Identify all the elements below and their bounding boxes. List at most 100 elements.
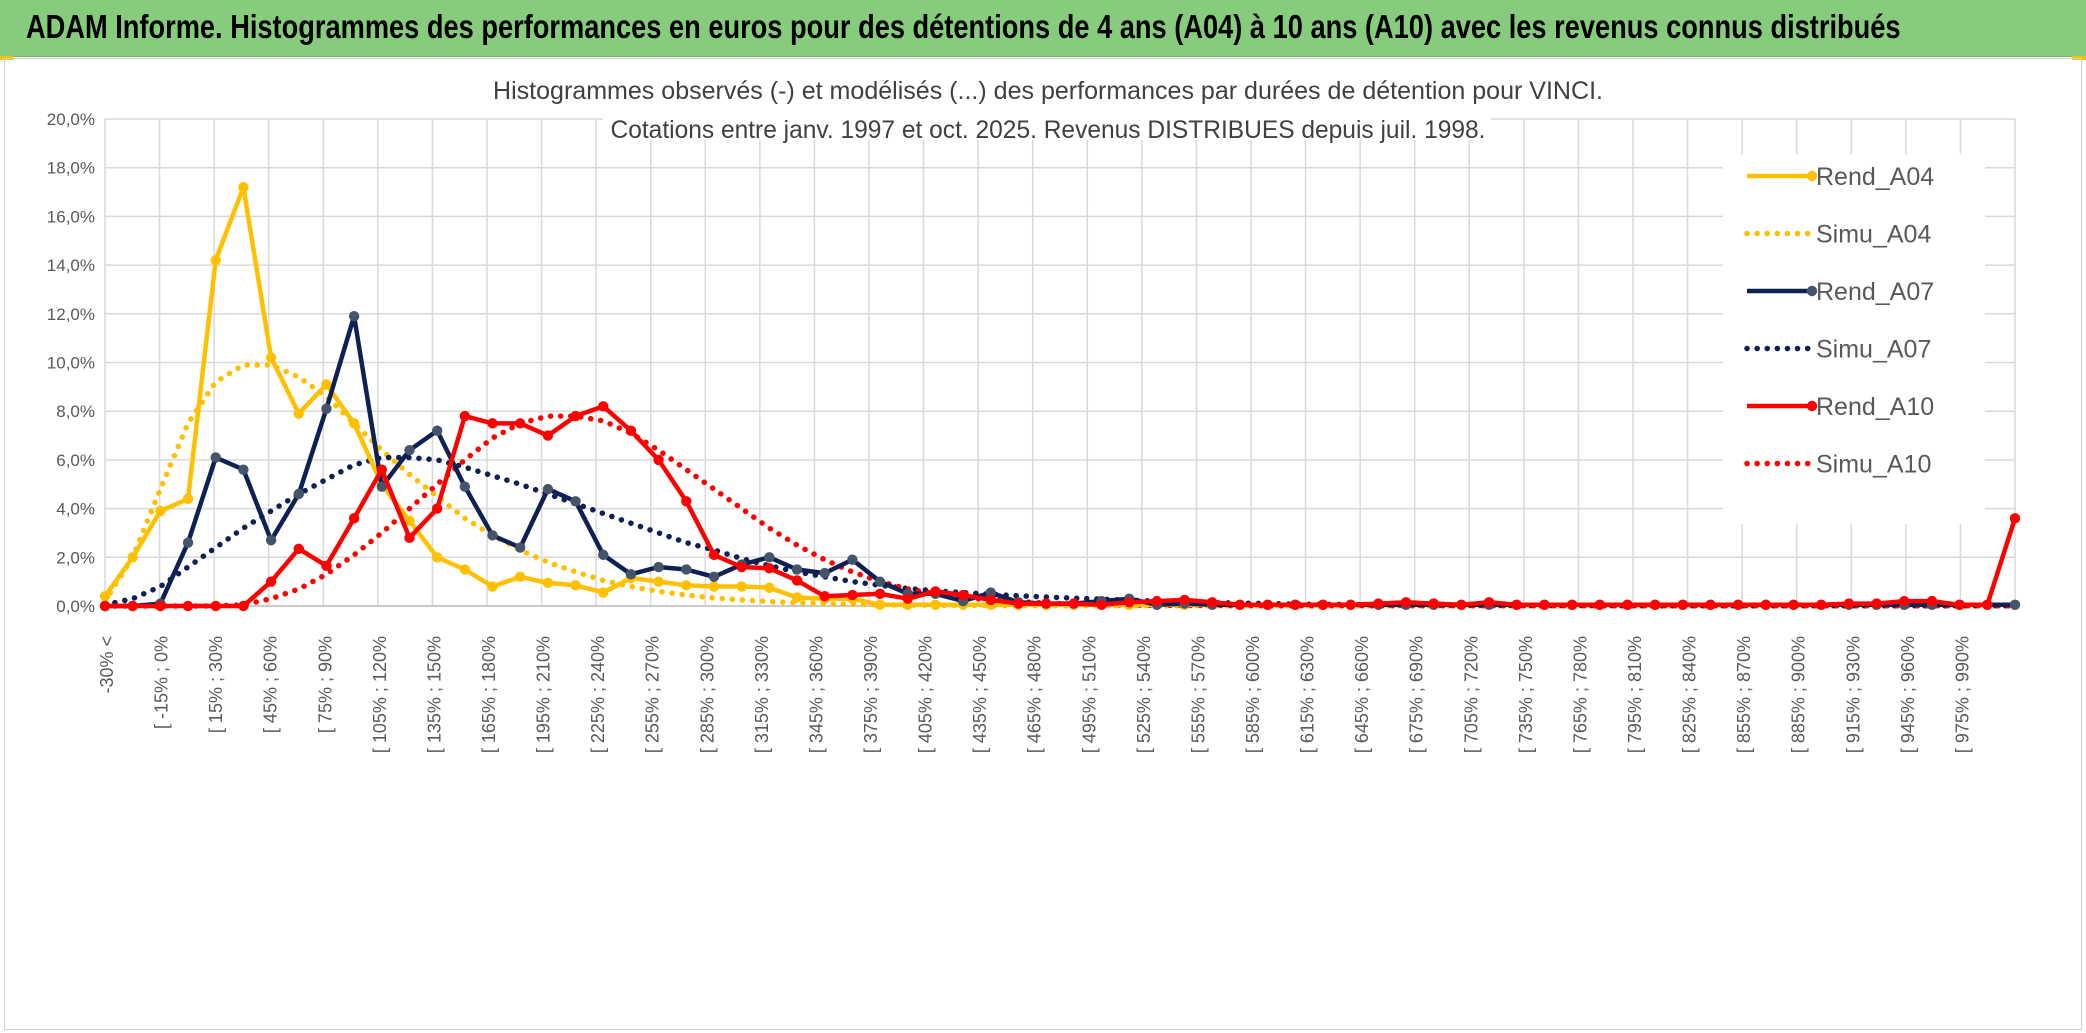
x-tick-label: [ 585% ; 600% bbox=[1243, 636, 1263, 753]
title-background bbox=[483, 79, 1613, 101]
x-tick-label: [ 945% ; 960% bbox=[1898, 636, 1918, 753]
data-point bbox=[431, 552, 443, 563]
data-point bbox=[819, 591, 830, 602]
data-point bbox=[210, 600, 221, 612]
chart-subtitle: Cotations entre janv. 1997 et oct. 2025.… bbox=[611, 116, 1486, 144]
data-point bbox=[1649, 599, 1661, 610]
data-point bbox=[1954, 599, 1965, 610]
data-point bbox=[791, 575, 803, 586]
y-tick-label: 4,0% bbox=[56, 500, 95, 519]
data-point bbox=[1511, 599, 1522, 610]
legend-marker bbox=[1806, 400, 1818, 412]
data-point bbox=[1732, 599, 1744, 610]
axes: 0,0% 2,0% 4,0% 6,0% 8,0% 10,0% 12,0% 14,0% 16,0%… bbox=[47, 110, 1973, 753]
data-point bbox=[321, 560, 332, 572]
data-point bbox=[653, 561, 664, 573]
data-point bbox=[487, 530, 498, 541]
data-point bbox=[791, 592, 803, 603]
data-point bbox=[985, 594, 996, 606]
data-point bbox=[874, 576, 886, 587]
data-point bbox=[764, 582, 775, 593]
data-point bbox=[487, 418, 498, 429]
x-tick-label: [ 195% ; 210% bbox=[534, 636, 554, 753]
data-point bbox=[930, 599, 941, 610]
data-point bbox=[625, 425, 637, 436]
data-point bbox=[99, 591, 111, 602]
data-point bbox=[238, 181, 249, 193]
data-point bbox=[1428, 598, 1439, 609]
y-tick-label: 10,0% bbox=[47, 354, 95, 373]
data-point bbox=[348, 311, 360, 322]
data-point bbox=[653, 576, 664, 587]
data-point bbox=[1400, 597, 1412, 608]
legend-label: Simu_A07 bbox=[1816, 336, 1931, 364]
data-point bbox=[321, 403, 332, 414]
x-tick-label: [ 855% ; 870% bbox=[1734, 636, 1754, 753]
data-point bbox=[265, 535, 277, 546]
series-line-simu-a04 bbox=[102, 362, 2018, 609]
data-point bbox=[1207, 597, 1218, 608]
data-point bbox=[681, 496, 692, 507]
data-point bbox=[1373, 598, 1384, 609]
legend-label: Rend_A10 bbox=[1816, 393, 1934, 421]
data-point bbox=[736, 561, 747, 573]
data-point bbox=[1899, 595, 1910, 607]
data-point bbox=[764, 552, 775, 563]
data-point bbox=[708, 581, 720, 592]
data-point bbox=[1151, 595, 1163, 607]
data-point bbox=[791, 564, 803, 575]
data-point bbox=[99, 600, 111, 612]
data-point bbox=[542, 483, 554, 495]
x-tick-label: [ 555% ; 570% bbox=[1188, 636, 1208, 753]
data-point bbox=[2009, 513, 2021, 524]
chart-frame: 0,0% 2,0% 4,0% 6,0% 8,0% 10,0% 12,0% 14,0% 16,0%… bbox=[4, 58, 2082, 1030]
x-tick-label: [ 75% ; 90% bbox=[315, 636, 335, 733]
data-point bbox=[238, 600, 249, 612]
data-point bbox=[404, 532, 415, 544]
data-point bbox=[930, 586, 941, 597]
data-point bbox=[1234, 599, 1246, 610]
data-point bbox=[210, 255, 221, 266]
series-lines bbox=[99, 181, 2021, 612]
data-point bbox=[321, 379, 332, 390]
data-point bbox=[515, 542, 526, 553]
series-line-rend-a10 bbox=[105, 404, 2018, 609]
data-point bbox=[155, 505, 166, 517]
data-point bbox=[708, 549, 720, 561]
legend-marker bbox=[1806, 170, 1818, 182]
x-tick-label: [ 975% ; 990% bbox=[1952, 636, 1972, 753]
x-tick-label: [ 285% ; 300% bbox=[697, 636, 717, 753]
y-tick-label: 6,0% bbox=[56, 451, 95, 470]
data-point bbox=[902, 593, 913, 604]
data-point bbox=[764, 563, 775, 574]
data-point bbox=[598, 401, 609, 412]
y-tick-label: 8,0% bbox=[56, 402, 95, 421]
data-point bbox=[1566, 599, 1578, 610]
x-tick-label: [ 345% ; 360% bbox=[806, 636, 826, 753]
data-point bbox=[127, 600, 138, 612]
x-tick-label: [ 315% ; 330% bbox=[752, 636, 772, 753]
x-tick-label: [ 885% ; 900% bbox=[1789, 636, 1809, 753]
data-point bbox=[348, 418, 360, 429]
legend-label: Simu_A10 bbox=[1816, 451, 1931, 479]
data-point bbox=[570, 410, 581, 422]
data-point bbox=[431, 425, 443, 436]
data-point bbox=[957, 589, 969, 601]
data-point bbox=[1124, 597, 1135, 608]
data-point bbox=[1788, 599, 1799, 610]
data-point bbox=[431, 503, 443, 514]
data-point bbox=[681, 580, 692, 591]
data-point bbox=[459, 410, 471, 422]
data-point bbox=[515, 571, 526, 582]
x-tick-label: [ 795% ; 810% bbox=[1625, 636, 1645, 753]
data-point bbox=[2009, 599, 2021, 610]
x-tick-label: [ -15% ; 0% bbox=[152, 636, 172, 729]
x-tick-label: [ 825% ; 840% bbox=[1680, 636, 1700, 753]
y-tick-label: 18,0% bbox=[47, 159, 95, 178]
data-point bbox=[1594, 599, 1605, 610]
x-tick-label: [ 105% ; 120% bbox=[370, 636, 390, 753]
x-tick-label: [ 915% ; 930% bbox=[1843, 636, 1863, 753]
data-point bbox=[598, 549, 609, 561]
data-point bbox=[238, 464, 249, 475]
data-point bbox=[210, 452, 221, 463]
